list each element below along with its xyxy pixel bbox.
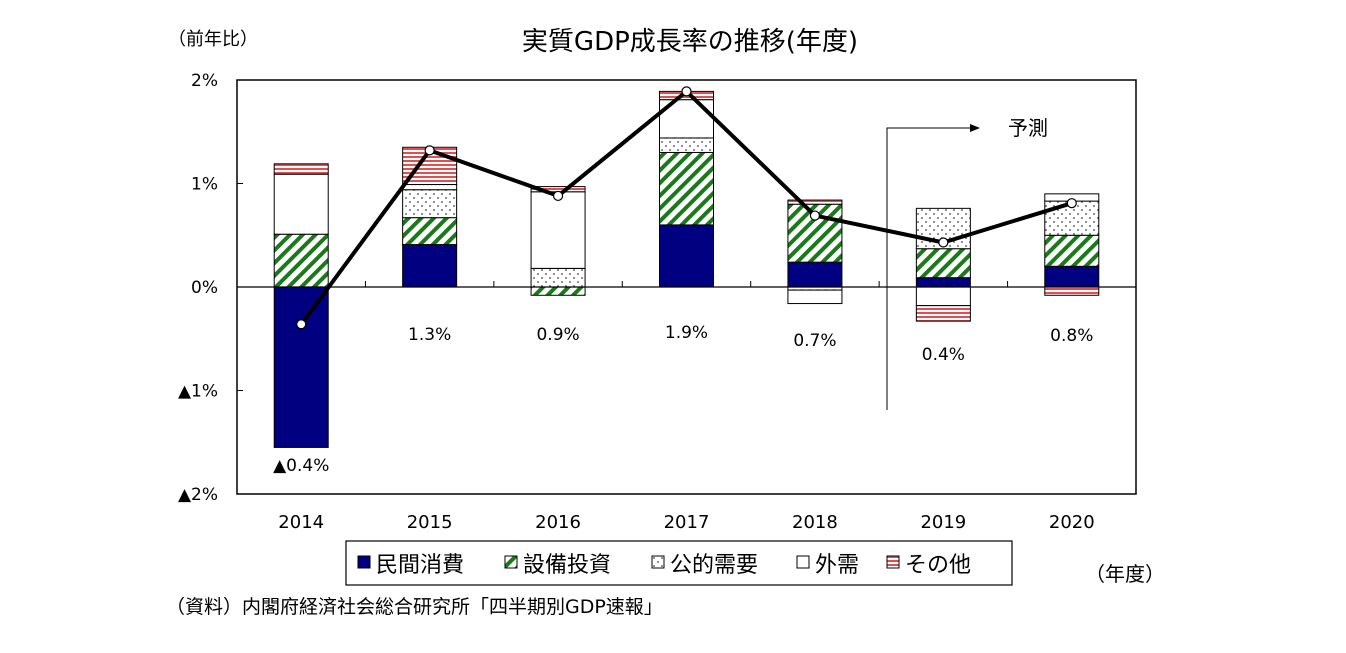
legend-swatch: [504, 555, 518, 569]
x-axis-unit-label: （年度）: [1085, 562, 1165, 586]
data-label: ▲0.4%: [273, 456, 329, 476]
data-label: 0.8%: [1050, 326, 1093, 346]
x-tick-label: 2017: [664, 512, 710, 533]
legend-label: 民間消費: [376, 553, 464, 578]
bar-segment-外需: [787, 289, 843, 305]
bar-segment-公的需要: [530, 267, 586, 288]
growth-line-point: [552, 190, 564, 202]
y-tick-label: ▲2%: [178, 485, 218, 505]
growth-line-point: [681, 86, 692, 97]
growth-line-point: [938, 237, 949, 248]
legend-label: その他: [905, 553, 971, 578]
forecast-annotation: 予測: [886, 116, 1048, 410]
y-axis-unit-label: （前年比）: [168, 29, 258, 50]
x-tick-label: 2019: [920, 512, 966, 533]
data-label: 1.9%: [665, 323, 708, 343]
legend-swatch: [357, 555, 371, 569]
growth-line-point: [809, 210, 821, 221]
bar-segment-民間消費: [787, 261, 843, 288]
data-label: 1.3%: [408, 325, 451, 345]
bar-segment-設備投資: [915, 248, 971, 279]
forecast-arrow: [886, 127, 972, 410]
bar-segment-設備投資: [530, 286, 586, 296]
growth-line-point: [424, 145, 435, 156]
bar-segment-設備投資: [402, 217, 458, 246]
chart-title: 実質GDP成長率の推移(年度): [522, 27, 858, 57]
x-tick-label: 2014: [278, 512, 324, 533]
x-axis: 2014 2015 2016 2017 2018 2019 2020: [278, 281, 1095, 533]
data-label: 0.7%: [793, 331, 836, 351]
forecast-arrow-head: [970, 124, 980, 132]
bar-segment-設備投資: [273, 233, 329, 288]
y-tick-label: 0%: [191, 278, 218, 298]
x-tick-label: 2020: [1049, 512, 1095, 533]
y-tick-label: ▲1%: [178, 382, 218, 402]
x-tick-label: 2015: [407, 512, 453, 533]
bar-segment-外需: [402, 184, 458, 191]
legend: 民間消費 設備投資 公的需要 外需 その他: [345, 540, 1013, 586]
bar-segment-設備投資: [659, 151, 714, 226]
data-label: 0.4%: [922, 345, 965, 365]
bar-segment-その他: [787, 199, 843, 205]
x-tick-label: 2018: [792, 512, 838, 533]
bar-segment-民間消費: [915, 277, 971, 288]
bar-segment-外需: [530, 191, 586, 269]
bar-segment-民間消費: [402, 244, 458, 288]
forecast-label: 予測: [1008, 116, 1048, 140]
y-tick-label: 1%: [191, 175, 218, 195]
bar-segment-設備投資: [1044, 234, 1100, 267]
bar-segment-外需: [915, 286, 971, 307]
gdp-growth-line: [296, 86, 1077, 330]
growth-line-point: [296, 319, 307, 330]
legend-box: [345, 540, 1013, 586]
bar-segment-民間消費: [659, 224, 714, 288]
stacked-bars: [273, 90, 1100, 448]
bar-segment-民間消費: [1044, 265, 1100, 288]
bar-segment-その他: [273, 163, 329, 175]
x-tick-label: 2016: [535, 512, 581, 533]
y-tick-label: 2%: [191, 71, 218, 91]
data-labels: ▲0.4% 1.3% 0.9% 1.9% 0.7% 0.4% 0.8%: [273, 323, 1093, 476]
bar-segment-外需: [273, 173, 329, 235]
legend-swatch: [651, 555, 665, 569]
legend-label: 設備投資: [523, 553, 611, 578]
source-note: （資料）内閣府経済社会総合研究所「四半期別GDP速報」: [166, 596, 663, 618]
legend-label: 公的需要: [670, 553, 758, 578]
y-axis: 2% 1% 0% ▲1% ▲2%: [178, 71, 243, 505]
legend-label: 外需: [815, 553, 859, 578]
bar-segment-公的需要: [402, 189, 458, 219]
legend-swatch: [796, 555, 810, 569]
data-label: 0.9%: [536, 325, 579, 345]
bar-segment-その他: [1044, 286, 1100, 296]
bar-segment-公的需要: [659, 137, 714, 153]
growth-line-point: [1066, 198, 1077, 209]
bar-segment-民間消費: [273, 286, 329, 448]
legend-swatch: [886, 555, 900, 569]
bar-segment-その他: [915, 305, 971, 322]
